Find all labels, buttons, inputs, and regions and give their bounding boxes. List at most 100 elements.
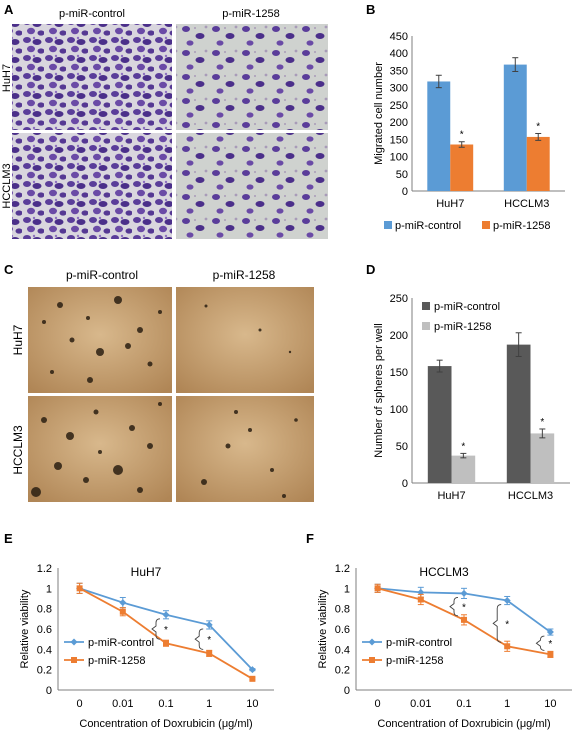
legend-label: p-miR-1258	[386, 655, 443, 667]
sphere-dot	[87, 377, 93, 383]
data-point	[163, 640, 169, 647]
significance-star: *	[462, 603, 466, 614]
x-tick-label: 1	[206, 698, 212, 710]
legend-label: p-miR-control	[386, 637, 452, 649]
panel-letter-b: B	[366, 2, 375, 17]
panel-c-row-label-hcclm3: HCCLM3	[11, 425, 25, 475]
y-tick-label: 400	[390, 48, 408, 60]
sphere-dot	[86, 316, 90, 320]
data-point	[547, 651, 554, 658]
legend-marker	[71, 657, 77, 663]
legend-swatch	[422, 322, 430, 330]
chart-panel-f: 0 0.2 0.4 0.6 0.8 1 1.2 0 0.01 0.1 1 10 Relative via…	[317, 563, 572, 730]
significance-brace	[492, 604, 502, 643]
significance-brace	[194, 628, 204, 650]
bar	[451, 455, 476, 483]
data-point	[162, 611, 170, 619]
chart-panel-b: 0 50 100 150 200 250 300 350 400 450 Migrated cell…	[373, 31, 565, 232]
legend-swatch	[482, 221, 490, 229]
x-tick-label: 10	[544, 698, 556, 710]
y-axis-label: Migrated cell number	[373, 62, 385, 165]
sphere-dot	[294, 418, 298, 422]
x-tick-label: 0	[375, 698, 381, 710]
panel-c-row-label-huh7: HuH7	[11, 324, 25, 355]
significance-star: *	[536, 121, 540, 132]
x-tick-label: HuH7	[436, 198, 464, 210]
data-point	[249, 675, 256, 682]
y-tick-label: 1.2	[335, 563, 350, 575]
sphere-dot	[31, 487, 41, 497]
y-tick-label: 0.6	[37, 624, 52, 636]
sphere-dot	[50, 370, 54, 374]
y-tick-label: 300	[390, 83, 408, 95]
data-point	[503, 597, 511, 605]
bar	[427, 366, 452, 483]
micrograph-c-huh7-control	[28, 287, 172, 393]
micrograph-c-hcclm3-control	[28, 396, 172, 502]
chart-panel-d: 0 50 100 150 200 250 Number of spheres per wel…	[373, 293, 570, 502]
chart-panel-e: 0 0.2 0.4 0.6 0.8 1 1.2 0 0.01 0.1 1 10 Relative via…	[19, 563, 274, 730]
sphere-dot	[114, 296, 122, 304]
sphere-dots	[31, 296, 298, 498]
data-point	[119, 608, 126, 615]
micrograph-c-huh7-mir1258	[176, 287, 314, 393]
sphere-dot	[248, 428, 252, 432]
sphere-dot	[69, 337, 75, 343]
legend-label: p-miR-control	[395, 220, 461, 232]
panel-letter-f: F	[306, 531, 314, 546]
bar	[503, 64, 527, 191]
y-tick-label: 50	[396, 441, 408, 453]
x-tick-label: HCCLM3	[508, 490, 553, 502]
bar	[530, 433, 555, 483]
significance-star: *	[505, 619, 509, 630]
y-tick-label: 0.4	[37, 644, 52, 656]
y-tick-label: 0.2	[335, 665, 350, 677]
micrograph-c-hcclm3-mir1258	[176, 396, 314, 502]
data-point	[504, 643, 511, 650]
panel-a-col-label-control: p-miR-control	[59, 8, 125, 20]
y-tick-label: 0.8	[335, 604, 350, 616]
legend-marker	[70, 638, 78, 646]
sphere-dot	[201, 479, 207, 485]
micrograph-a-huh7-mir1258	[176, 24, 328, 130]
chart-title: HuH7	[131, 565, 162, 579]
x-tick-label: 0.1	[158, 698, 173, 710]
x-tick-label: HuH7	[437, 490, 465, 502]
legend-swatch	[422, 302, 430, 310]
panel-a-col-label-mir: p-miR-1258	[222, 8, 279, 20]
y-tick-label: 0	[344, 685, 350, 697]
y-tick-label: 1	[46, 583, 52, 595]
panel-c-col-label-mir: p-miR-1258	[213, 268, 276, 282]
y-tick-label: 1	[344, 583, 350, 595]
significance-star: *	[164, 625, 168, 636]
y-axis-label: Number of spheres per well	[373, 323, 385, 458]
sphere-dot	[129, 425, 135, 431]
y-tick-label: 0	[402, 186, 408, 198]
sphere-dot	[137, 487, 143, 493]
sphere-dot	[234, 410, 238, 414]
sphere-dot	[93, 409, 99, 415]
sphere-dot	[125, 343, 131, 349]
legend-marker	[368, 638, 376, 646]
sphere-dot	[158, 310, 162, 314]
y-tick-label: 0.2	[37, 665, 52, 677]
data-point	[546, 628, 554, 636]
significance-star: *	[461, 441, 465, 452]
data-point	[461, 616, 467, 623]
y-tick-label: 450	[390, 31, 408, 43]
sphere-dot	[225, 443, 231, 449]
y-tick-label: 0.4	[335, 644, 350, 656]
x-axis-label: Concentration of Doxrubicin (μg/ml)	[377, 718, 550, 730]
panel-letter-a: A	[4, 2, 14, 17]
data-point	[417, 596, 424, 603]
y-tick-label: 150	[390, 367, 408, 379]
data-point	[76, 585, 83, 592]
bar	[427, 81, 451, 191]
y-axis-label: Relative viability	[317, 589, 329, 668]
bar	[450, 144, 474, 191]
sphere-dot	[83, 477, 89, 483]
data-point	[205, 621, 213, 629]
panel-letter-e: E	[4, 531, 13, 546]
data-point	[374, 585, 381, 592]
